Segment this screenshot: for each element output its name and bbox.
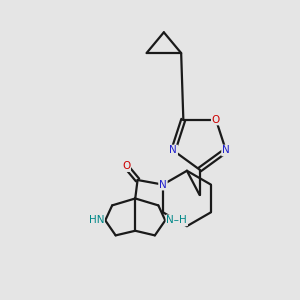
Text: O: O [122, 161, 130, 171]
Text: N: N [222, 146, 230, 155]
Text: N: N [169, 146, 177, 155]
Text: HN: HN [88, 215, 104, 225]
Text: N–H: N–H [167, 215, 187, 225]
Text: O: O [212, 115, 220, 124]
Text: N: N [159, 180, 167, 190]
